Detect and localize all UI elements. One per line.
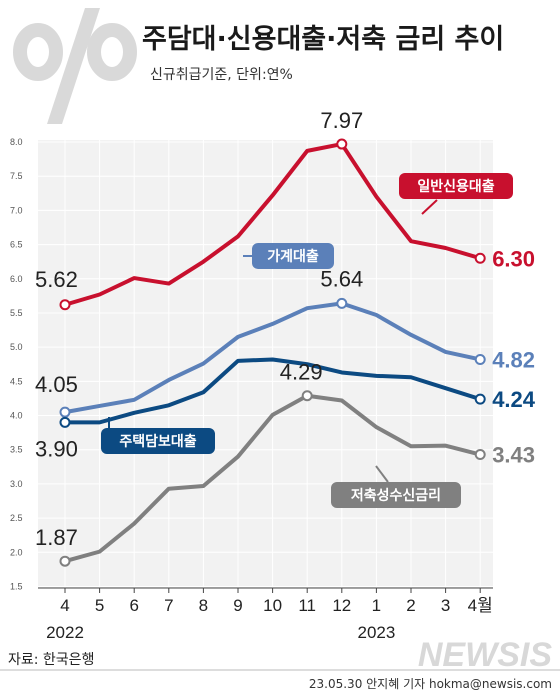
data-label: 5.64 <box>320 266 363 291</box>
x-tick-label: 3 <box>441 596 450 615</box>
page-title: 주담대·신용대출·저축 금리 추이 <box>142 24 504 55</box>
series-line <box>63 142 483 307</box>
series-line <box>63 393 483 564</box>
x-tick-label: 4 <box>60 596 69 615</box>
data-label: 3.90 <box>35 436 78 461</box>
data-point <box>336 297 348 309</box>
data-point <box>336 138 348 150</box>
y-tick-label: 4.0 <box>10 411 23 421</box>
data-label: 7.97 <box>320 108 363 133</box>
y-tick-label: 6.5 <box>10 240 23 250</box>
y-axis: 1.5 2.0 2.5 3.0 3.5 4.0 4.5 5.0 5.5 6.0 6.5 7.0 7.5 8… <box>10 137 23 592</box>
data-label: 6.30 <box>492 246 535 271</box>
x-tick-label: 11 <box>298 596 316 615</box>
data-point <box>474 353 486 365</box>
year-label: 2023 <box>357 623 395 642</box>
data-label: 4.24 <box>492 387 536 412</box>
y-tick-label: 6.0 <box>10 274 23 284</box>
x-tick-label: 8 <box>199 596 208 615</box>
y-tick-label: 8.0 <box>10 137 23 147</box>
y-tick-label: 4.5 <box>10 376 23 386</box>
data-point <box>474 252 486 264</box>
y-tick-label: 7.5 <box>10 171 23 181</box>
data-labels: 5.62 7.97 6.30 4.05 5.64 4.82 3.90 4.24 1.87 4.29… <box>35 108 536 550</box>
tag-pointer <box>421 199 438 215</box>
y-tick-label: 1.5 <box>10 582 23 592</box>
series-tag <box>331 482 461 508</box>
y-tick-label: 7.0 <box>10 205 23 215</box>
percent-logo-icon: % <box>13 8 137 124</box>
series-tag-label: 저축성수신금리 <box>351 488 441 504</box>
x-tick-label: 2 <box>406 596 415 615</box>
data-label: 5.62 <box>35 267 78 292</box>
x-tick-label: 5 <box>95 596 104 615</box>
data-point <box>59 416 71 428</box>
series-tag-label: 가계대출 <box>267 248 319 265</box>
x-tick-label: 4월 <box>468 596 493 615</box>
series-tag-label: 일반신용대출 <box>417 178 494 195</box>
x-tick-label: 10 <box>263 596 282 615</box>
y-tick-label: 5.0 <box>10 342 23 352</box>
data-label: 4.82 <box>492 347 535 372</box>
series-group <box>59 138 486 567</box>
y-tick-label: 2.5 <box>10 513 23 523</box>
series-tag-label: 주택담보대출 <box>119 433 196 450</box>
data-point <box>59 299 71 311</box>
y-tick-label: 3.0 <box>10 479 23 489</box>
series-tag <box>252 243 334 269</box>
data-point <box>474 449 486 461</box>
watermark: NEWSIS <box>418 636 552 674</box>
tag-pointer <box>375 465 389 483</box>
y-tick-label: 2.0 <box>10 547 23 557</box>
data-label: 3.43 <box>492 443 535 468</box>
series-tag <box>101 428 215 454</box>
data-label: 1.87 <box>35 525 78 550</box>
data-point <box>59 555 71 567</box>
x-tick-label: 12 <box>332 596 351 615</box>
credit-line: 23.05.30 안지혜 기자 hokma@newsis.com <box>309 677 552 691</box>
data-point <box>474 393 486 405</box>
plot-background <box>38 140 493 588</box>
x-tick-label: 7 <box>164 596 173 615</box>
percent-mark: % <box>75 81 76 83</box>
x-tick-label: 6 <box>129 596 138 615</box>
chart-subtitle: 신규취급기준, 단위:연% <box>150 67 293 83</box>
series-line <box>63 301 483 415</box>
x-tick-label: 1 <box>372 596 381 615</box>
series-tag <box>399 173 513 199</box>
y-tick-label: 3.5 <box>10 445 23 455</box>
data-point <box>301 390 313 402</box>
data-label: 4.05 <box>35 372 78 397</box>
y-tick-label: 5.5 <box>10 308 23 318</box>
data-label: 4.29 <box>280 360 323 385</box>
x-tick-label: 9 <box>233 596 242 615</box>
year-label: 2022 <box>46 623 84 642</box>
source-note: 자료: 한국은행 <box>8 652 94 668</box>
series-line <box>63 357 483 425</box>
data-point <box>59 406 71 418</box>
